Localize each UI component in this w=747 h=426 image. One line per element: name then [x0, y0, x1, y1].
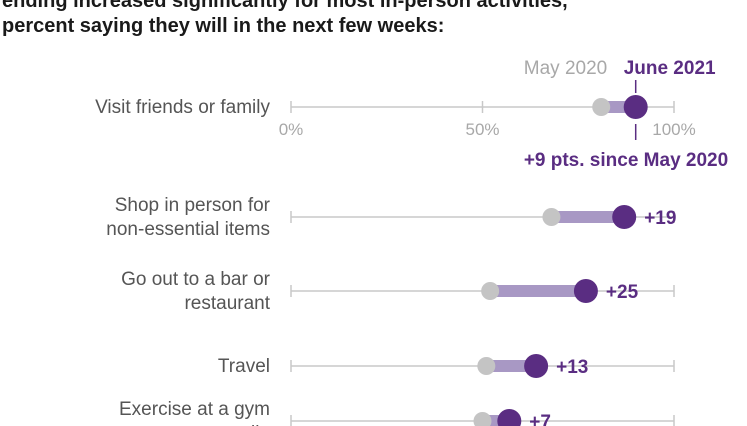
category-label: Visit friends or family	[95, 97, 270, 118]
category-label: restaurant	[184, 293, 270, 314]
may-2020-dot	[592, 98, 611, 116]
may-2020-dot	[473, 412, 492, 426]
legend-may-2020: May 2020	[524, 58, 607, 79]
x-tick-label: 50%	[465, 120, 499, 139]
june-2021-dot	[524, 354, 549, 378]
may-2020-dot	[477, 357, 496, 375]
delta-label: +19	[644, 208, 676, 229]
june-2021-dot	[573, 279, 598, 303]
june-2021-dot	[497, 409, 522, 426]
delta-label: +13	[556, 357, 588, 378]
chart-title-line-1: ending increased significantly for most …	[2, 0, 568, 12]
chart-title-line-2: percent saying they will in the next few…	[2, 15, 444, 37]
may-2020-dot	[542, 208, 561, 226]
legend-june-2021: June 2021	[624, 58, 716, 79]
may-2020-dot	[481, 282, 500, 300]
plot-area: Visit friends or family 0% 50% 100% May 2020…	[95, 58, 728, 426]
x-tick-label: 100%	[652, 120, 695, 139]
x-tick-label: 0%	[279, 120, 304, 139]
category-label: Exercise at a gym	[119, 399, 270, 420]
june-2021-dot	[612, 205, 637, 229]
delta-label: +7	[529, 412, 551, 426]
category-label: Shop in person for	[115, 195, 271, 216]
category-label: Go out to a bar or	[121, 269, 271, 290]
delta-label: +25	[606, 282, 639, 303]
category-label: or studio	[197, 423, 270, 426]
category-label: non-essential items	[106, 219, 270, 240]
june-2021-dot	[623, 95, 648, 119]
delta-label: +9 pts. since May 2020	[524, 150, 728, 171]
category-label: Travel	[218, 356, 270, 377]
